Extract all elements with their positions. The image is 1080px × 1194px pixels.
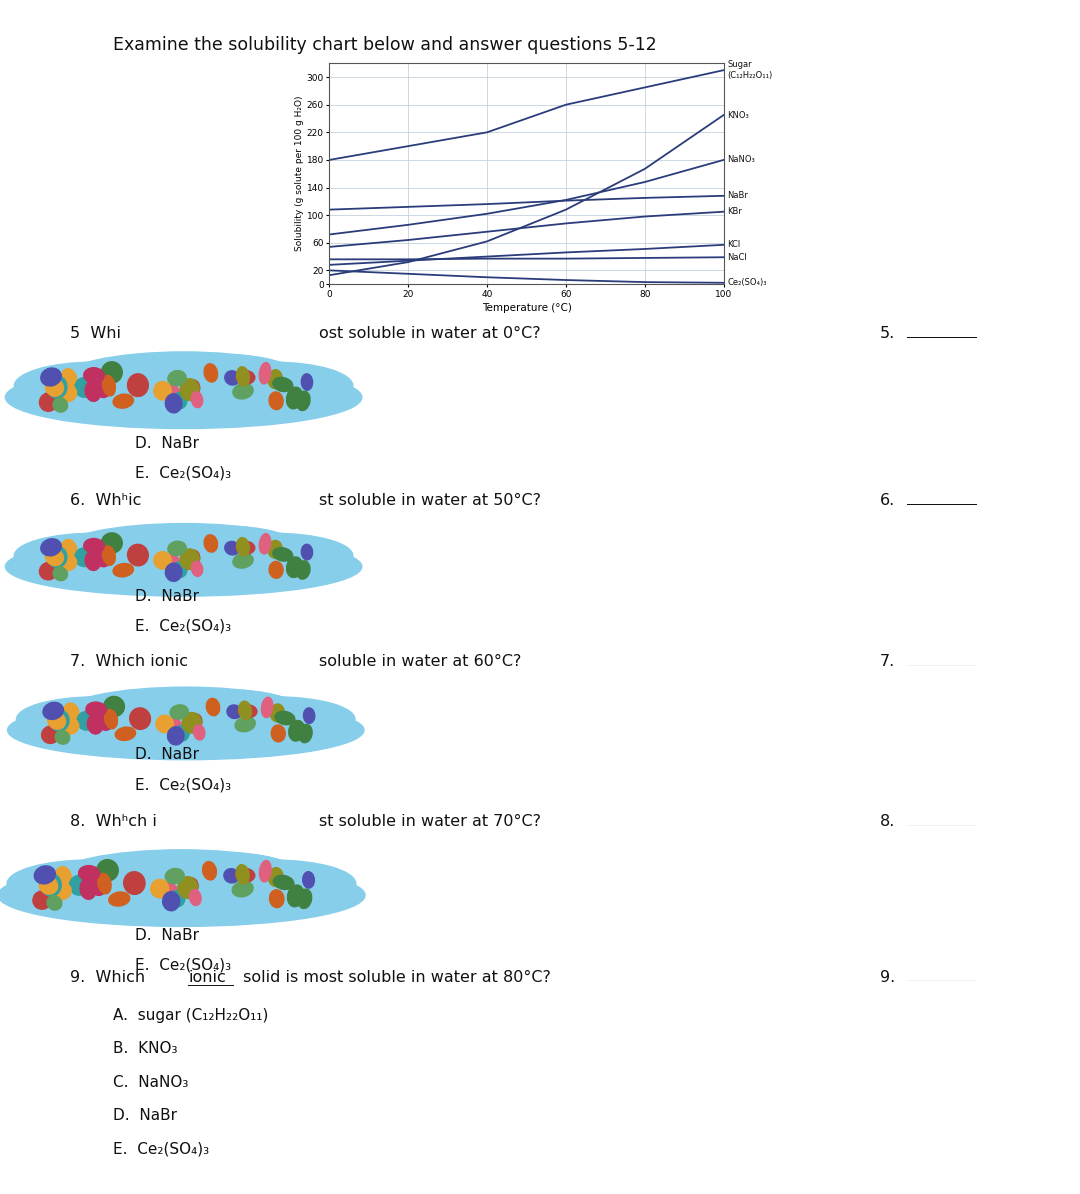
Text: NaCl: NaCl xyxy=(728,253,747,261)
Text: Ce₂(SO₄)₃: Ce₂(SO₄)₃ xyxy=(728,278,767,288)
Y-axis label: Solubility (g solute per 100 g H₂O): Solubility (g solute per 100 g H₂O) xyxy=(295,96,303,252)
X-axis label: Temperature (°C): Temperature (°C) xyxy=(482,303,571,313)
Text: 7.  Which ionic: 7. Which ionic xyxy=(70,654,188,670)
Text: 9.  Which: 9. Which xyxy=(70,970,150,985)
Text: 8.: 8. xyxy=(880,814,895,830)
Text: C.  NaNO₃: C. NaNO₃ xyxy=(113,1075,189,1090)
Text: 5  Whi: 5 Whi xyxy=(70,326,121,341)
Text: 7.: 7. xyxy=(880,654,895,670)
Text: solid is most soluble in water at 80°C?: solid is most soluble in water at 80°C? xyxy=(238,970,551,985)
Text: E.  Ce₂(SO₄)₃: E. Ce₂(SO₄)₃ xyxy=(135,618,231,634)
Text: st soluble in water at 50°C?: st soluble in water at 50°C? xyxy=(319,493,541,509)
Text: KNO₃: KNO₃ xyxy=(728,111,750,119)
Text: 9.: 9. xyxy=(880,970,895,985)
Text: KCl: KCl xyxy=(728,240,741,250)
Text: D.  NaBr: D. NaBr xyxy=(135,589,199,604)
Text: B.  KNO₃: B. KNO₃ xyxy=(113,1041,178,1057)
Text: D.  NaBr: D. NaBr xyxy=(135,436,199,451)
Text: A.  sugar (C₁₂H₂₂O₁₁): A. sugar (C₁₂H₂₂O₁₁) xyxy=(113,1008,269,1023)
Text: soluble in water at 60°C?: soluble in water at 60°C? xyxy=(319,654,521,670)
Text: 5.: 5. xyxy=(880,326,895,341)
Text: ost soluble in water at 0°C?: ost soluble in water at 0°C? xyxy=(319,326,540,341)
Text: ionic: ionic xyxy=(189,970,227,985)
Text: E.  Ce₂(SO₄)₃: E. Ce₂(SO₄)₃ xyxy=(113,1141,210,1157)
Text: 8.  Whʰch i: 8. Whʰch i xyxy=(70,814,157,830)
Text: E.  Ce₂(SO₄)₃: E. Ce₂(SO₄)₃ xyxy=(135,777,231,793)
Text: NaBr: NaBr xyxy=(728,191,748,201)
Text: D.  NaBr: D. NaBr xyxy=(113,1108,177,1124)
Text: st soluble in water at 70°C?: st soluble in water at 70°C? xyxy=(319,814,541,830)
Text: D.  NaBr: D. NaBr xyxy=(135,747,199,763)
Text: E.  Ce₂(SO₄)₃: E. Ce₂(SO₄)₃ xyxy=(135,958,231,973)
Text: 6.: 6. xyxy=(880,493,895,509)
Text: Sugar
(C₁₂H₂₂O₁₁): Sugar (C₁₂H₂₂O₁₁) xyxy=(728,61,773,80)
Text: KBr: KBr xyxy=(728,208,742,216)
Text: E.  Ce₂(SO₄)₃: E. Ce₂(SO₄)₃ xyxy=(135,466,231,481)
Text: Examine the solubility chart below and answer questions 5-12: Examine the solubility chart below and a… xyxy=(113,36,657,54)
Text: 6.  Whʰic: 6. Whʰic xyxy=(70,493,141,509)
Text: NaNO₃: NaNO₃ xyxy=(728,155,755,165)
Text: D.  NaBr: D. NaBr xyxy=(135,928,199,943)
